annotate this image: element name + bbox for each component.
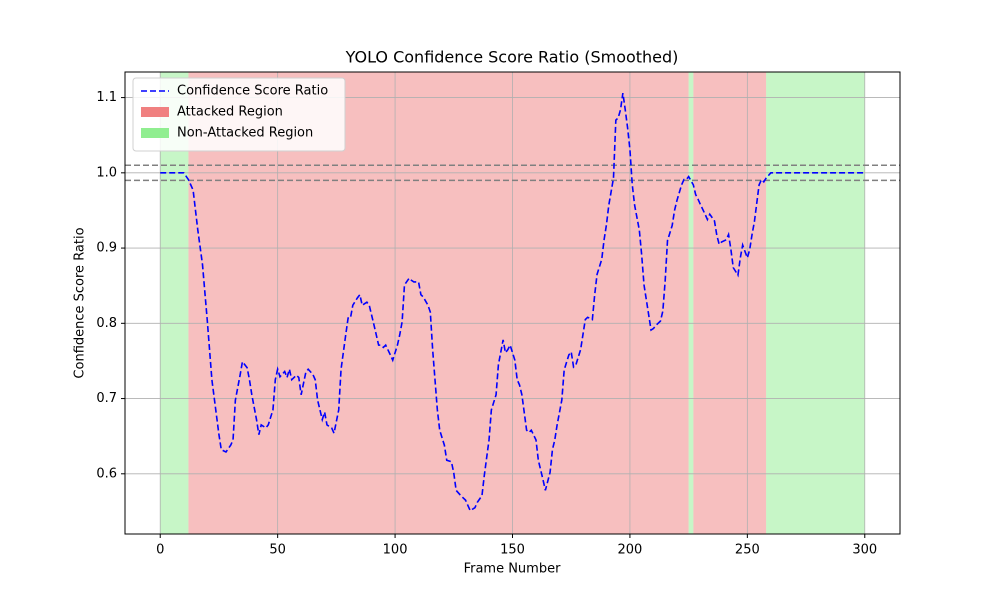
x-axis-label: Frame Number (464, 562, 562, 577)
region-span (693, 72, 767, 534)
x-tick-label: 100 (383, 543, 408, 558)
legend-label: Confidence Score Ratio (177, 84, 328, 99)
legend-swatch (141, 107, 169, 117)
x-tick-label: 0 (156, 543, 164, 558)
legend-label: Attacked Region (177, 105, 283, 120)
y-tick-label: 0.9 (96, 241, 117, 256)
legend-label: Non-Attacked Region (177, 126, 313, 141)
y-axis-label: Confidence Score Ratio (73, 227, 88, 378)
region-span (688, 72, 694, 534)
region-span (766, 72, 865, 534)
legend-box (132, 77, 346, 152)
y-tick-label: 1.0 (96, 165, 117, 180)
x-tick-label: 250 (735, 543, 760, 558)
legend-swatch (141, 128, 169, 138)
chart-title: YOLO Confidence Score Ratio (Smoothed) (345, 48, 679, 67)
x-tick-label: 200 (618, 543, 643, 558)
data-line (160, 92, 865, 512)
y-tick-label: 0.6 (96, 466, 117, 481)
y-tick-label: 0.8 (96, 316, 117, 331)
y-tick-label: 1.1 (96, 90, 117, 105)
plot-frame (124, 71, 901, 535)
x-tick-label: 300 (852, 543, 877, 558)
y-tick-label: 0.7 (96, 391, 117, 406)
x-tick-label: 50 (269, 543, 286, 558)
x-tick-label: 150 (500, 543, 525, 558)
